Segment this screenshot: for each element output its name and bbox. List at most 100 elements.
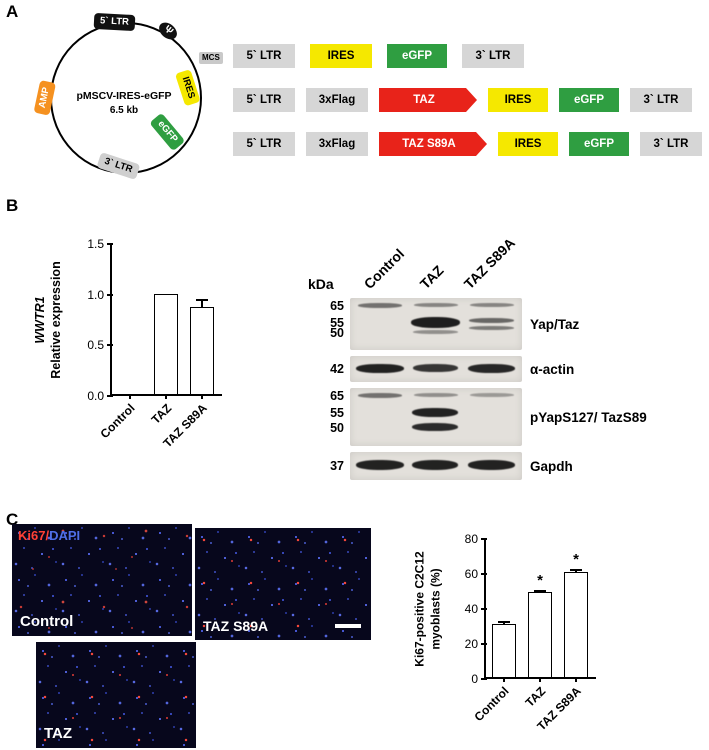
kda-marker: 37 xyxy=(330,459,344,473)
y-tick: 0.0 xyxy=(72,390,113,402)
micrograph-control: Ki67/DAPI Control xyxy=(12,524,192,636)
construct-box-3ltr: 3` LTR xyxy=(640,132,702,156)
y-tick: 1.0 xyxy=(72,289,113,301)
y-tick: 60 xyxy=(446,568,487,580)
construct-box-ires: IRES xyxy=(488,88,548,112)
bar xyxy=(564,571,588,677)
stain-legend: Ki67/DAPI xyxy=(18,528,80,543)
x-tick xyxy=(539,677,541,682)
construct-box-5ltr: 5` LTR xyxy=(233,88,295,112)
x-tick xyxy=(165,394,167,399)
construct-arrow-taz: TAZ xyxy=(379,88,477,112)
construct-box-3xflag: 3xFlag xyxy=(306,132,368,156)
kda-marker: 42 xyxy=(330,362,344,376)
error-bar xyxy=(534,589,546,593)
x-tick xyxy=(503,677,505,682)
construct-box-5ltr: 5` LTR xyxy=(233,44,295,68)
blot-pyap xyxy=(350,388,522,446)
band xyxy=(414,303,458,307)
kda-marker: 55 xyxy=(330,406,344,420)
band xyxy=(469,318,514,323)
y-axis-ticks: 1.5 1.0 0.5 0.0 xyxy=(72,238,113,402)
bar-taz-s89a xyxy=(190,244,214,394)
x-category-label: Control xyxy=(471,684,512,725)
x-tick xyxy=(129,394,131,399)
construct-box-3ltr: 3` LTR xyxy=(630,88,692,112)
lane-label-taz-s89a: TAZ S89A xyxy=(460,234,519,292)
dapi-legend: DAPI xyxy=(49,528,81,543)
x-category-label: Control xyxy=(97,401,138,442)
kda-marker: 55 xyxy=(330,316,344,330)
panel-a-label: A xyxy=(6,2,19,21)
band xyxy=(412,408,458,417)
bar-control xyxy=(492,539,516,677)
bar-control xyxy=(118,244,142,394)
kda-marker: 65 xyxy=(330,389,344,403)
y-axis-label: WWTR1 Relative expression xyxy=(32,261,63,379)
plasmid-segment-mcs: MCS xyxy=(199,52,223,64)
bar xyxy=(154,294,178,394)
blot-row-label: Gapdh xyxy=(530,459,573,474)
micrograph-label: Control xyxy=(20,613,74,630)
y-axis-label: Ki67-positive C2C12 myoblasts (%) xyxy=(412,551,442,667)
micrograph-grid: Ki67/DAPI Control TAZ S89A TAZ xyxy=(12,520,377,750)
band xyxy=(469,326,514,330)
bar-taz-s89a: * xyxy=(564,539,588,677)
construct-row-taz: 5` LTR 3xFlag TAZ IRES eGFP 3` LTR xyxy=(233,88,692,112)
significance-marker: * xyxy=(537,571,543,589)
plasmid-map: 5` LTR Ψ MCS IRES eGFP 3` LTR AMP pMSCV-… xyxy=(10,6,242,194)
y-tick: 80 xyxy=(446,533,487,545)
bar xyxy=(528,592,552,677)
blot-yap-taz xyxy=(350,298,522,350)
kda-heading: kDa xyxy=(308,276,334,292)
gene-name: WWTR1 xyxy=(32,296,47,344)
blot-row-label: Yap/Taz xyxy=(530,317,580,332)
plasmid-segment-5ltr: 5` LTR xyxy=(93,12,136,31)
scale-bar xyxy=(335,624,361,628)
x-category-label: TAZ xyxy=(148,401,174,427)
error-bar xyxy=(498,620,510,624)
construct-row-taz-s89a: 5` LTR 3xFlag TAZ S89A IRES eGFP 3` LTR xyxy=(233,132,702,156)
band xyxy=(358,303,402,308)
error-bar xyxy=(570,569,582,572)
construct-box-3ltr: 3` LTR xyxy=(462,44,524,68)
band xyxy=(470,393,514,397)
band xyxy=(356,460,404,470)
construct-box-egfp: eGFP xyxy=(559,88,619,112)
band xyxy=(468,364,515,373)
band xyxy=(358,393,402,398)
construct-box-ires: IRES xyxy=(310,44,372,68)
panel-b-label: B xyxy=(6,196,19,215)
ki67-legend: Ki67 xyxy=(18,528,46,543)
significance-marker: * xyxy=(573,550,579,568)
lane-label-control: Control xyxy=(360,245,408,292)
y-tick: 40 xyxy=(446,603,487,615)
band xyxy=(413,330,458,334)
construct-box-egfp: eGFP xyxy=(387,44,447,68)
construct-box-egfp: eGFP xyxy=(569,132,629,156)
y-tick: 0 xyxy=(446,673,487,685)
micrograph-taz: TAZ xyxy=(36,642,196,748)
construct-box-5ltr: 5` LTR xyxy=(233,132,295,156)
construct-box-3xflag: 3xFlag xyxy=(306,88,368,112)
x-category-label: TAZ xyxy=(522,684,548,710)
band xyxy=(356,364,404,373)
micrograph-taz-s89a: TAZ S89A xyxy=(195,528,371,640)
y-axis-ticks: 80 60 40 20 0 xyxy=(446,533,487,685)
band xyxy=(413,364,458,372)
kda-marker: 50 xyxy=(330,421,344,435)
band xyxy=(412,423,458,431)
y-tick: 0.5 xyxy=(72,339,113,351)
construct-arrow-taz-s89a: TAZ S89A xyxy=(379,132,487,156)
plasmid-size: 6.5 kb xyxy=(109,105,139,116)
bar-taz: * xyxy=(528,539,552,677)
x-tick xyxy=(201,394,203,399)
x-tick xyxy=(575,677,577,682)
band xyxy=(414,393,458,397)
blot-row-label: α-actin xyxy=(530,362,575,377)
plot-area xyxy=(110,244,222,399)
micrograph-label: TAZ xyxy=(44,725,73,742)
bar xyxy=(492,623,516,677)
band xyxy=(468,460,515,470)
